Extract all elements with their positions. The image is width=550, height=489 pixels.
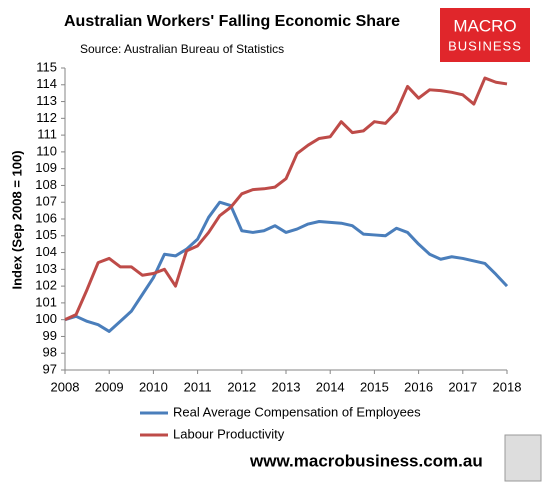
- y-tick-label: 106: [35, 210, 57, 225]
- wolf-icon: [504, 434, 542, 482]
- x-tick-label: 2014: [316, 379, 345, 394]
- y-tick-label: 105: [35, 227, 57, 242]
- y-tick-label: 109: [35, 160, 57, 175]
- logo-line2: BUSINESS: [448, 38, 522, 53]
- x-tick-label: 2009: [95, 379, 124, 394]
- x-tick-label: 2013: [272, 379, 301, 394]
- series-line: [64, 200, 509, 333]
- x-tick-label: 2015: [360, 379, 389, 394]
- chart-subtitle: Source: Australian Bureau of Statistics: [80, 42, 284, 56]
- y-tick-label: 103: [35, 261, 57, 276]
- y-tick-label: 104: [35, 244, 57, 259]
- legend-label: Labour Productivity: [173, 426, 285, 441]
- y-tick-label: 99: [43, 328, 57, 343]
- series-line: [64, 76, 508, 322]
- x-tick-label: 2008: [51, 379, 80, 394]
- y-tick-label: 97: [43, 361, 57, 376]
- y-tick-label: 102: [35, 278, 57, 293]
- x-tick-label: 2017: [448, 379, 477, 394]
- logo-line1: MACRO: [453, 16, 516, 35]
- y-axis-label: Index (Sep 2008 = 100): [9, 150, 24, 289]
- y-tick-label: 100: [35, 311, 57, 326]
- y-tick-label: 113: [36, 93, 57, 108]
- x-tick-label: 2016: [404, 379, 433, 394]
- x-tick-label: 2018: [493, 379, 522, 394]
- y-tick-label: 101: [35, 294, 57, 309]
- y-tick-label: 114: [36, 76, 57, 91]
- y-tick-label: 108: [35, 177, 57, 192]
- chart-title: Australian Workers' Falling Economic Sha…: [64, 13, 400, 30]
- x-tick-label: 2010: [139, 379, 168, 394]
- y-tick-label: 111: [37, 127, 57, 142]
- y-tick-label: 115: [36, 59, 57, 74]
- y-tick-label: 107: [35, 194, 57, 209]
- logo-box: [440, 8, 530, 62]
- footer-url: www.macrobusiness.com.au: [249, 451, 483, 470]
- legend-label: Real Average Compensation of Employees: [173, 404, 421, 419]
- y-tick-label: 110: [36, 143, 57, 158]
- y-tick-label: 112: [36, 110, 57, 125]
- y-tick-label: 98: [43, 345, 57, 360]
- x-tick-label: 2012: [227, 379, 256, 394]
- x-tick-label: 2011: [184, 379, 212, 394]
